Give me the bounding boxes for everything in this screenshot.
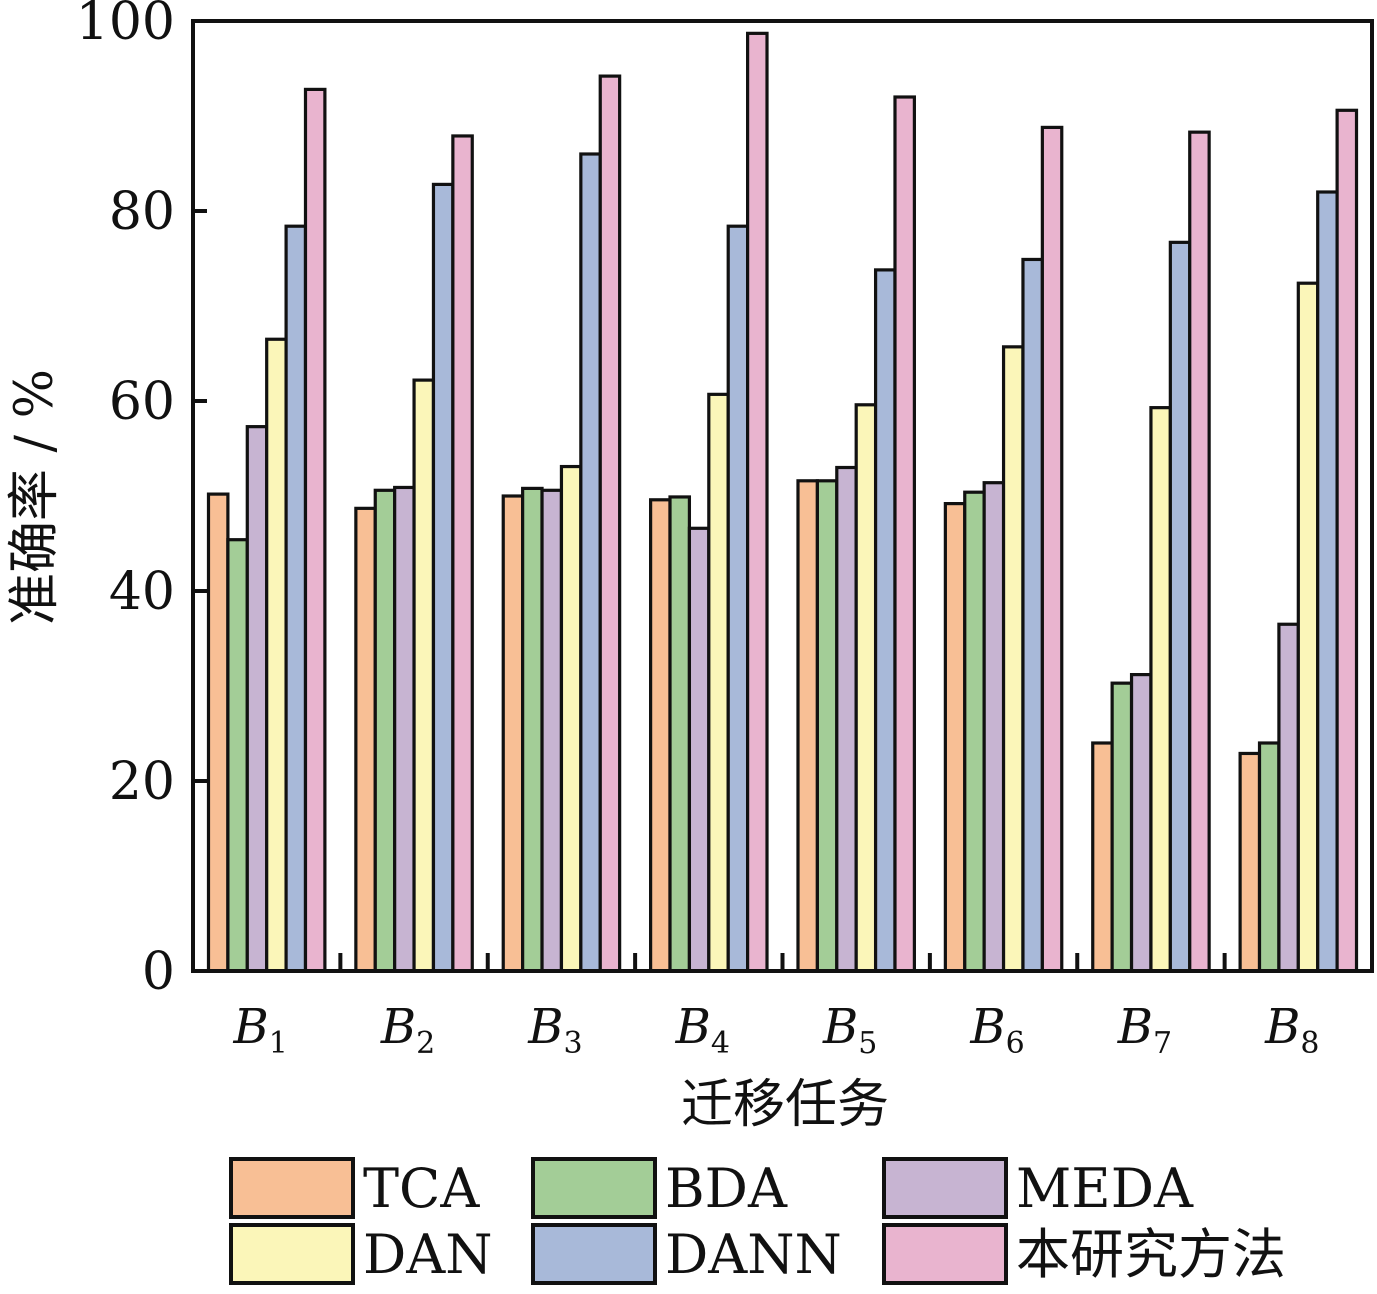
x-tick-label: B4: [675, 999, 730, 1061]
bar-B1-series-3: [245, 425, 269, 973]
bar-B8-series-6: [1335, 108, 1359, 973]
bar-B7-series-3: [1129, 672, 1153, 973]
x-tick-label: B8: [1264, 999, 1319, 1061]
bar-B1-series-5: [284, 224, 308, 973]
bar-B8-series-3: [1277, 622, 1300, 973]
bar-B5-series-5: [873, 268, 897, 973]
bar-B7-series-5: [1168, 240, 1192, 973]
y-tick-label: 60: [109, 372, 175, 432]
bar-B8-series-5: [1316, 190, 1339, 973]
bar-B2-series-5: [431, 182, 455, 973]
y-axis-title: 准确率 / %: [5, 369, 65, 625]
legend-label: 本研究方法: [1016, 1223, 1286, 1286]
y-tick-label: 0: [142, 942, 175, 1002]
bar-B8-series-2: [1257, 741, 1281, 973]
x-tick-label: B1: [233, 999, 288, 1061]
bar-B2-series-1: [354, 506, 377, 973]
bar-B4-series-4: [707, 392, 730, 973]
bar-B2-series-4: [412, 378, 436, 973]
legend-swatch: [882, 1157, 1008, 1219]
x-tick-label: B5: [822, 999, 877, 1061]
bar-B3-series-5: [579, 152, 602, 973]
legend-label: DAN: [363, 1223, 493, 1286]
bar-B1-series-6: [303, 87, 327, 973]
legend-item-2: BDA: [531, 1157, 788, 1220]
legend-swatch: [531, 1157, 657, 1219]
bar-B2-series-3: [393, 485, 416, 973]
bar-B4-series-2: [668, 495, 692, 973]
legend: TCA BDA MEDA DAN DANN 本研究方法: [229, 1157, 1286, 1286]
bar-B5-series-1: [796, 479, 819, 973]
legend-item-1: TCA: [229, 1157, 480, 1220]
x-tick-label: B6: [969, 999, 1024, 1061]
x-tick-label: B2: [380, 999, 435, 1061]
bar-B6-series-3: [982, 481, 1006, 973]
bar-B4-series-1: [649, 498, 672, 973]
x-tick-label: B7: [1117, 999, 1172, 1061]
bars-layer: [206, 31, 1359, 973]
bar-B3-series-3: [540, 488, 564, 973]
bar-B3-series-2: [521, 486, 544, 973]
legend-label: BDA: [665, 1157, 788, 1220]
bar-B5-series-4: [854, 403, 878, 973]
x-tick-label: B3: [527, 999, 582, 1061]
bar-B1-series-4: [265, 337, 288, 973]
bar-B6-series-1: [943, 502, 967, 973]
bar-B6-series-4: [1001, 345, 1025, 973]
bar-B7-series-2: [1110, 681, 1134, 973]
bar-B6-series-6: [1040, 125, 1064, 973]
bar-B8-series-1: [1238, 751, 1262, 973]
bar-B1-series-1: [206, 492, 230, 973]
bar-B7-series-4: [1149, 406, 1172, 973]
legend-label: TCA: [363, 1157, 480, 1220]
bar-B4-series-6: [746, 31, 769, 973]
bar-B7-series-6: [1188, 130, 1211, 973]
bar-B2-series-6: [451, 134, 474, 973]
bar-B2-series-2: [373, 488, 397, 973]
bar-B4-series-3: [687, 526, 711, 973]
y-ticks-layer: 0 20 40 60 80 100: [76, 0, 207, 1002]
legend-item-6: 本研究方法: [882, 1223, 1286, 1286]
bar-B3-series-4: [559, 464, 583, 973]
legend-item-5: DANN: [531, 1223, 842, 1286]
y-tick-label: 40: [109, 562, 175, 622]
y-tick-label: 20: [109, 752, 175, 812]
bar-B6-series-5: [1021, 257, 1044, 973]
x-ticks-layer: B1 B2 B3 B4 B5 B6 B7 B8: [233, 953, 1320, 1061]
bar-B4-series-5: [726, 224, 750, 973]
legend-swatch: [229, 1157, 355, 1219]
legend-swatch: [229, 1223, 355, 1285]
bar-B5-series-3: [835, 465, 858, 973]
bar-B5-series-6: [893, 95, 916, 973]
legend-swatch: [531, 1223, 657, 1285]
bar-B6-series-2: [963, 490, 986, 973]
y-tick-label: 100: [76, 0, 175, 52]
legend-label: MEDA: [1016, 1157, 1194, 1220]
y-tick-label: 80: [109, 182, 175, 242]
bar-B8-series-4: [1296, 281, 1320, 973]
bar-B3-series-6: [598, 74, 622, 973]
legend-swatch: [882, 1223, 1008, 1285]
legend-item-3: MEDA: [882, 1157, 1194, 1220]
bar-B1-series-2: [226, 538, 249, 973]
bar-B3-series-1: [501, 494, 525, 973]
legend-item-4: DAN: [229, 1223, 493, 1286]
x-axis-title: 迁移任务: [681, 1075, 889, 1135]
legend-label: DANN: [665, 1223, 842, 1286]
bar-B7-series-1: [1091, 741, 1114, 973]
bar-B5-series-2: [815, 479, 839, 973]
